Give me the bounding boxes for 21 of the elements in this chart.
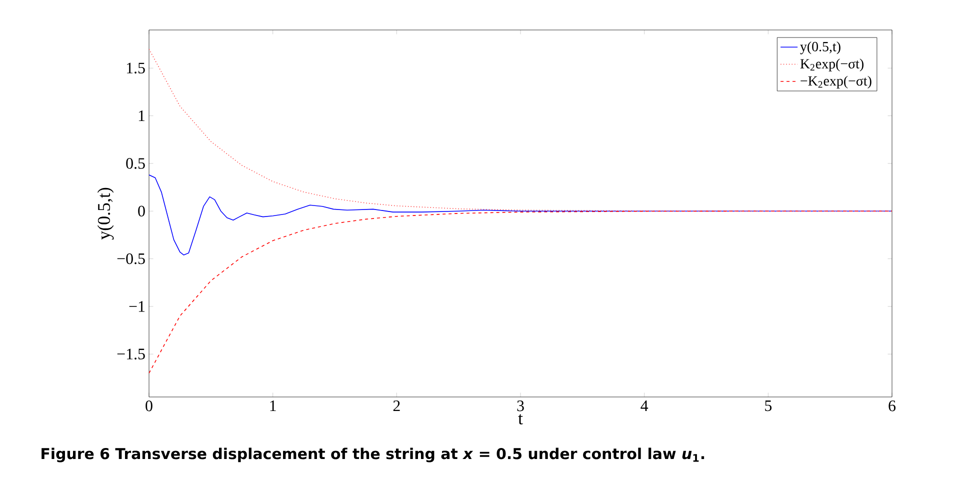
x-tick-label: 1	[270, 400, 276, 412]
line-series	[149, 210, 892, 374]
y-axis-title: y(0.5,t)	[97, 188, 114, 240]
x-tick-label: 2	[393, 400, 400, 412]
x-tick-label: 0	[146, 400, 152, 412]
y-tick-label: 1	[138, 110, 145, 122]
y-tick-label: 0	[138, 206, 145, 216]
x-tick-label: 3	[517, 400, 524, 412]
y-tick-label: −0.5	[117, 253, 145, 264]
y-tick-label: 0.5	[126, 158, 145, 169]
y-tick-label: −1	[129, 301, 145, 312]
x-tick-label: 6	[888, 400, 896, 412]
x-tick-label: 5	[765, 400, 772, 412]
x-axis-title: t	[518, 414, 523, 424]
text: Figure 6 Transverse displacement of the string at x = 0.5 under control law u$_{1}$.	[42, 448, 704, 462]
y-tick-label: −1.5	[117, 348, 145, 360]
x-tick-label: 4	[640, 400, 648, 411]
legend-label: y(0.5,t)	[800, 42, 840, 54]
y-tick-label: 1.5	[126, 62, 145, 74]
legend-label: K$_{2}$exp(−σt)	[800, 58, 864, 72]
legend-label: −K$_{2}$exp(−σt)	[800, 76, 872, 88]
